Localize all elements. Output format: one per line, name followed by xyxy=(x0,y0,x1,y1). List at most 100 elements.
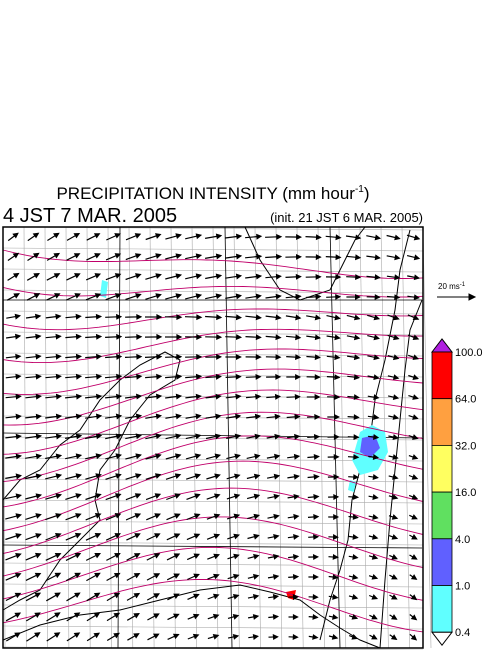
wind-arrow-head xyxy=(74,553,82,559)
wind-arrow-head xyxy=(410,634,418,641)
wind-arrow-head xyxy=(95,493,102,499)
wind-arrow-head xyxy=(34,313,42,320)
wind-arrow-head xyxy=(275,334,282,341)
wind-arrow-head xyxy=(331,634,339,640)
grid-parallel xyxy=(2,268,424,273)
wind-arrow-head xyxy=(235,413,242,420)
wind-arrow-head xyxy=(76,393,83,400)
wind-arrow-head xyxy=(115,473,122,479)
wind-arrow-head xyxy=(335,254,342,261)
wind-arrow-head xyxy=(391,514,399,520)
wind-arrow-head xyxy=(412,354,420,361)
wind-arrow-head xyxy=(14,313,22,320)
colorbar-label: 16.0 xyxy=(455,487,476,499)
wind-arrow-head xyxy=(214,473,221,480)
wind-arrow-head xyxy=(175,293,182,299)
wind-arrow-head xyxy=(173,533,181,539)
wind-arrow-head xyxy=(74,592,81,599)
colorbar: 100.0 64.0 32.0 16.0 4.0 1.0 0.4 xyxy=(430,338,483,647)
wind-arrow-head xyxy=(371,634,378,640)
wind-arrow-head xyxy=(95,453,103,460)
wind-arrow-head xyxy=(115,493,122,499)
grid-parallel xyxy=(2,604,424,609)
wind-arrow-head xyxy=(372,474,379,480)
wind-arrow-head xyxy=(216,353,223,360)
colorbar-label: 32.0 xyxy=(455,440,476,452)
wind-arrow-head xyxy=(136,313,143,320)
wind-arrow-head xyxy=(235,393,242,400)
wind-arrow-head xyxy=(175,253,183,259)
wind-arrow-head xyxy=(93,592,101,599)
wind-arrow-head xyxy=(274,413,281,420)
wind-arrow-head xyxy=(315,273,322,280)
wind-arrow-head xyxy=(74,273,81,279)
wind-arrow-head xyxy=(192,633,200,640)
init-time: (init. 21 JST 6 MAR. 2005) xyxy=(270,210,423,225)
wind-arrow-head xyxy=(351,613,359,620)
wind-arrow-head xyxy=(33,273,40,279)
wind-arrow-head xyxy=(55,373,62,380)
wind-arrow-head xyxy=(235,253,243,260)
wind-arrow-head xyxy=(353,434,360,441)
colorbar-label: 4.0 xyxy=(455,534,470,546)
wind-arrow-head xyxy=(314,334,322,341)
wind-arrow-head xyxy=(34,552,42,559)
wind-arrow-head xyxy=(252,634,260,640)
wind-arrow-head xyxy=(175,413,182,420)
wind-arrow-head xyxy=(410,554,418,560)
grid-meridian xyxy=(422,226,432,649)
wind-arrow-head xyxy=(55,413,63,420)
wind-arrow-head xyxy=(174,513,181,519)
wind-arrow-head xyxy=(134,233,142,239)
wind-arrow-head xyxy=(233,513,241,520)
wind-arrow-head xyxy=(393,314,400,321)
wind-arrow-head xyxy=(253,553,260,560)
wind-arrow-head xyxy=(35,393,42,400)
wind-arrow-head xyxy=(116,373,123,380)
wind-arrow-head xyxy=(215,253,223,260)
wind-arrow-head xyxy=(294,433,301,440)
wind-arrow-head xyxy=(156,353,163,360)
wind-arrow-head xyxy=(255,334,262,341)
wind-arrow-head xyxy=(174,473,182,480)
wind-arrow-head xyxy=(154,473,162,479)
wind-arrow-head xyxy=(55,393,63,400)
wind-arrow-head xyxy=(55,433,63,440)
wind-arrow-head xyxy=(213,553,220,560)
wind-arrow-head xyxy=(372,454,380,460)
wind-arrow-head xyxy=(96,353,103,360)
wind-arrow-head xyxy=(411,494,419,500)
wind-arrow-head xyxy=(155,413,163,420)
wind-arrow-head xyxy=(74,572,81,579)
wind-arrow-head xyxy=(313,433,321,440)
wind-arrow-head xyxy=(390,594,398,600)
wind-arrow-head xyxy=(253,473,261,480)
wind-arrow-head xyxy=(391,574,398,580)
wind-arrow-head xyxy=(353,334,361,341)
wind-arrow-head xyxy=(392,434,399,440)
wind-arrow-head xyxy=(351,633,359,640)
wind-arrow-head xyxy=(216,334,223,341)
grid-parallel xyxy=(2,562,424,567)
colorbar-under xyxy=(430,631,454,647)
wind-arrow-head xyxy=(136,353,143,360)
wind-arrow-head xyxy=(55,493,63,499)
wind-arrow-head xyxy=(334,394,341,401)
contour-line xyxy=(2,546,424,601)
wind-arrow-head xyxy=(35,413,43,420)
wind-arrow-head xyxy=(75,373,83,380)
wind-arrow-head xyxy=(313,493,320,500)
wind-arrow-head xyxy=(94,553,101,559)
wind-arrow-head xyxy=(392,374,400,380)
wind-arrow-head xyxy=(312,613,319,620)
wind-arrow-head xyxy=(54,552,62,559)
wind-arrow-head xyxy=(155,273,162,279)
wind-arrow-head xyxy=(390,634,398,641)
wind-arrow-head xyxy=(353,454,360,460)
wind-arrow-head xyxy=(35,453,43,460)
wind-arrow-head xyxy=(133,613,140,619)
wind-arrow-head xyxy=(295,314,302,321)
contour-line xyxy=(2,348,424,395)
wind-arrow-head xyxy=(410,574,418,580)
wind-arrow-head xyxy=(372,434,380,440)
